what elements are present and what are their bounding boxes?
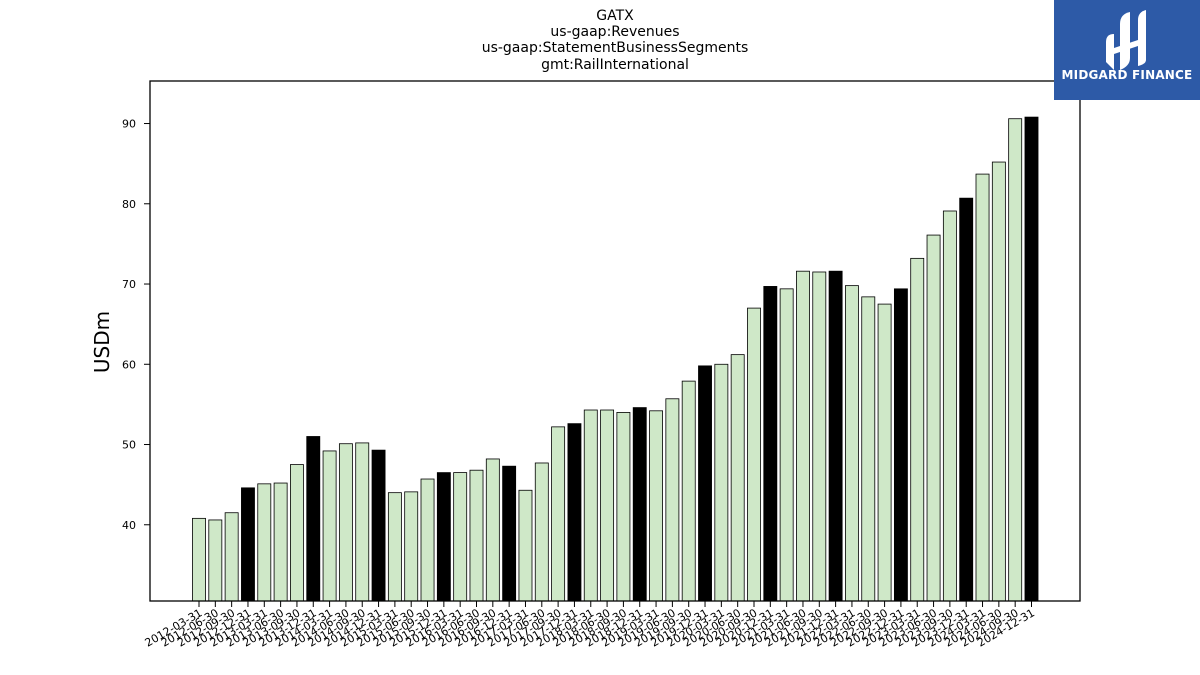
- bar-2022-12-31: [893, 288, 908, 602]
- y-tick-label: 90: [122, 118, 136, 131]
- bar-2013-12-31: [306, 436, 321, 602]
- bar-2022-06-30: [861, 296, 876, 602]
- title-line-4: gmt:RailInternational: [541, 57, 689, 73]
- bar-2015-03-31: [387, 492, 402, 602]
- y-tick-label: 80: [122, 198, 136, 211]
- bar-2012-12-31: [241, 487, 255, 602]
- bar-2017-06-30: [534, 462, 549, 602]
- bar-2020-09-30: [747, 307, 761, 602]
- bar-2014-06-30: [338, 443, 353, 602]
- bar-2014-03-31: [322, 450, 337, 602]
- bar-2016-09-30: [485, 458, 500, 602]
- bar-2023-12-31: [959, 197, 974, 602]
- y-tick-label: 70: [122, 278, 136, 291]
- bar-2018-06-30: [600, 409, 615, 602]
- bar-2021-09-30: [812, 271, 827, 602]
- bar-2021-12-31: [828, 270, 843, 602]
- bar-2019-06-30: [665, 398, 680, 602]
- bar-2022-09-30: [877, 303, 892, 602]
- bar-2019-12-31: [698, 365, 712, 602]
- plot-frame: [149, 80, 1081, 602]
- title-line-3: us-gaap:StatementBusinessSegments: [481, 40, 749, 56]
- bar-2013-09-30: [290, 464, 304, 602]
- bar-2016-03-31: [453, 472, 468, 602]
- bar-2020-12-31: [763, 286, 778, 602]
- bar-2024-12-31: [1024, 116, 1039, 602]
- bar-2019-03-31: [649, 410, 663, 602]
- x-axis: 2012-03-312012-06-302012-09-302012-12-31…: [143, 601, 1037, 650]
- y-axis-label: USDm: [90, 311, 114, 373]
- bar-2022-03-31: [845, 285, 859, 602]
- y-tick-label: 40: [122, 519, 136, 532]
- y-axis: 40 50 60 70 80 90: [122, 118, 150, 532]
- bar-2020-03-31: [714, 363, 729, 602]
- bar-2017-03-31: [518, 489, 533, 602]
- bar-2014-09-30: [355, 442, 370, 602]
- bar-2012-03-31: [192, 517, 206, 602]
- bar-2021-03-31: [779, 288, 794, 602]
- bar-2018-03-31: [583, 409, 598, 602]
- bar-2012-06-30: [208, 519, 223, 602]
- bar-2021-06-30: [796, 270, 810, 602]
- bar-2020-06-30: [730, 354, 745, 602]
- bar-2015-09-30: [420, 478, 435, 602]
- bar-2012-09-30: [224, 512, 239, 602]
- bar-2016-12-31: [502, 465, 517, 602]
- bar-2015-06-30: [404, 491, 419, 602]
- y-tick-label: 50: [122, 439, 136, 452]
- bar-2024-06-30: [991, 161, 1006, 602]
- bar-2017-09-30: [551, 426, 566, 602]
- bars-group: [192, 116, 1039, 602]
- bar-2017-12-31: [567, 423, 582, 602]
- y-tick-label: 60: [122, 358, 136, 371]
- bar-2023-09-30: [942, 210, 957, 602]
- bar-2015-12-31: [436, 472, 451, 602]
- bar-2024-03-31: [975, 173, 990, 602]
- bar-2013-03-31: [257, 483, 272, 602]
- bar-2024-09-30: [1008, 118, 1023, 602]
- logo-mark-icon: [1106, 10, 1146, 70]
- bar-2013-06-30: [273, 482, 288, 602]
- bar-2018-09-30: [616, 412, 631, 602]
- midgard-finance-logo: MIDGARD FINANCE: [1054, 0, 1200, 100]
- title-line-2: us-gaap:Revenues: [550, 24, 680, 40]
- bar-2023-03-31: [910, 257, 925, 602]
- bar-2016-06-30: [469, 469, 484, 602]
- bar-2019-09-30: [681, 380, 696, 602]
- bar-2023-06-30: [926, 234, 941, 602]
- title-line-1: GATX: [596, 8, 634, 24]
- bar-2018-12-31: [632, 407, 647, 602]
- bar-2014-12-31: [371, 449, 386, 602]
- logo-text: MIDGARD FINANCE: [1061, 68, 1193, 82]
